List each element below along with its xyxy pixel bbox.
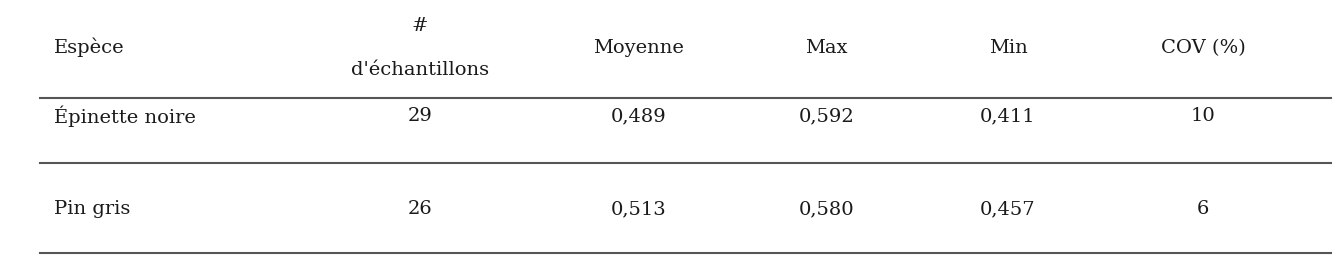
Text: 0,580: 0,580 (798, 200, 855, 218)
Text: 6: 6 (1196, 200, 1210, 218)
Text: Pin gris: Pin gris (54, 200, 130, 218)
Text: 29: 29 (407, 107, 433, 125)
Text: 0,592: 0,592 (798, 107, 855, 125)
Text: 26: 26 (407, 200, 433, 218)
Text: Épinette noire: Épinette noire (54, 105, 196, 127)
Text: 0,411: 0,411 (980, 107, 1036, 125)
Text: 0,513: 0,513 (610, 200, 667, 218)
Text: 10: 10 (1191, 107, 1215, 125)
Text: 0,489: 0,489 (610, 107, 667, 125)
Text: Max: Max (805, 39, 848, 57)
Text: Min: Min (989, 39, 1027, 57)
Text: #: # (411, 17, 429, 35)
Text: COV (%): COV (%) (1160, 39, 1246, 57)
Text: Moyenne: Moyenne (593, 39, 684, 57)
Text: 0,457: 0,457 (980, 200, 1036, 218)
Text: d'échantillons: d'échantillons (351, 61, 489, 79)
Text: Espèce: Espèce (54, 38, 125, 58)
